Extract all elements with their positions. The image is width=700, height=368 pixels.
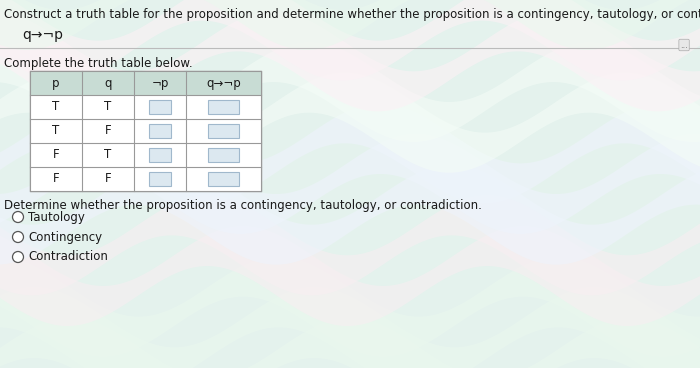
FancyBboxPatch shape bbox=[208, 172, 239, 186]
Text: q→¬p: q→¬p bbox=[206, 77, 241, 89]
FancyBboxPatch shape bbox=[149, 124, 171, 138]
Text: p: p bbox=[52, 77, 60, 89]
Text: F: F bbox=[105, 124, 111, 138]
FancyBboxPatch shape bbox=[149, 148, 171, 162]
Text: q→¬p: q→¬p bbox=[22, 28, 63, 42]
FancyBboxPatch shape bbox=[208, 100, 239, 114]
Text: T: T bbox=[104, 100, 111, 113]
FancyBboxPatch shape bbox=[30, 167, 261, 191]
FancyBboxPatch shape bbox=[208, 148, 239, 162]
FancyBboxPatch shape bbox=[149, 100, 171, 114]
FancyBboxPatch shape bbox=[30, 95, 261, 119]
Text: T: T bbox=[104, 149, 111, 162]
Text: ¬p: ¬p bbox=[151, 77, 169, 89]
FancyBboxPatch shape bbox=[208, 124, 239, 138]
Text: F: F bbox=[105, 173, 111, 185]
FancyBboxPatch shape bbox=[30, 71, 261, 95]
Text: Complete the truth table below.: Complete the truth table below. bbox=[4, 57, 192, 70]
Text: Contradiction: Contradiction bbox=[28, 251, 108, 263]
Circle shape bbox=[13, 251, 24, 262]
Text: T: T bbox=[52, 124, 60, 138]
FancyBboxPatch shape bbox=[149, 172, 171, 186]
Text: F: F bbox=[52, 149, 60, 162]
Text: q: q bbox=[104, 77, 112, 89]
Text: Tautology: Tautology bbox=[28, 210, 85, 223]
FancyBboxPatch shape bbox=[30, 71, 261, 191]
Text: Construct a truth table for the proposition and determine whether the propositio: Construct a truth table for the proposit… bbox=[4, 8, 700, 21]
Text: Determine whether the proposition is a contingency, tautology, or contradiction.: Determine whether the proposition is a c… bbox=[4, 199, 482, 212]
Circle shape bbox=[13, 231, 24, 243]
Circle shape bbox=[13, 212, 24, 223]
Text: T: T bbox=[52, 100, 60, 113]
Text: F: F bbox=[52, 173, 60, 185]
Text: ...: ... bbox=[680, 40, 688, 50]
FancyBboxPatch shape bbox=[30, 119, 261, 143]
Text: Contingency: Contingency bbox=[28, 230, 102, 244]
FancyBboxPatch shape bbox=[30, 143, 261, 167]
